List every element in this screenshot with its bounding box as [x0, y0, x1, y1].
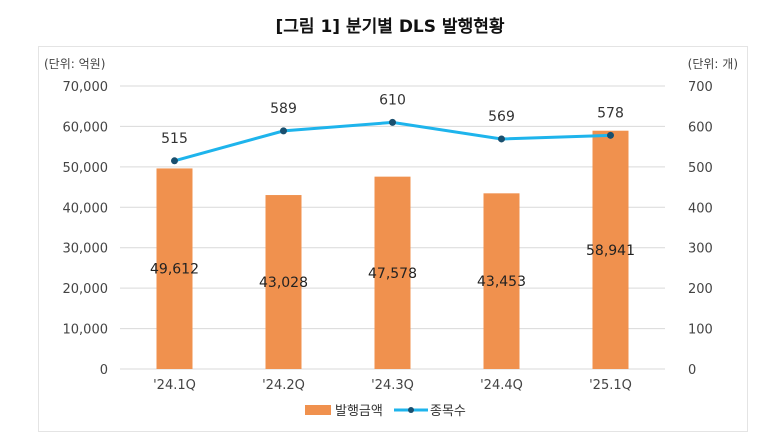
- line-marker: [171, 157, 178, 165]
- left-tick-label: 40,000: [63, 201, 109, 216]
- bar-data-label: 47,578: [368, 266, 417, 282]
- line-series: [174, 120, 611, 163]
- left-tick-label: 0: [100, 363, 108, 378]
- bar: [265, 195, 302, 369]
- left-tick-label: 20,000: [63, 282, 109, 297]
- bar: [156, 168, 193, 369]
- bar: [483, 193, 520, 369]
- left-tick-label: 50,000: [63, 161, 109, 176]
- line-marker: [389, 118, 396, 126]
- x-tick-label: '24.2Q: [262, 378, 305, 393]
- left-tick-label: 10,000: [63, 323, 109, 338]
- x-tick-label: '24.3Q: [371, 378, 414, 393]
- left-tick-label: 30,000: [63, 242, 109, 257]
- bar: [592, 130, 629, 369]
- chart-frame: [38, 46, 748, 432]
- right-tick-label: 600: [688, 120, 713, 135]
- line-data-label: 569: [488, 109, 515, 125]
- right-tick-label: 400: [688, 201, 713, 216]
- right-tick-label: 700: [688, 80, 713, 95]
- legend-line-label: 종목수: [430, 404, 466, 419]
- left-tick-label: 60,000: [63, 120, 109, 135]
- line-marker: [498, 135, 505, 143]
- x-tick-label: '24.1Q: [153, 378, 196, 393]
- x-tick-label: '25.1Q: [589, 378, 632, 393]
- bar-data-label: 58,941: [586, 243, 635, 259]
- right-tick-label: 100: [688, 323, 713, 338]
- bar-data-label: 43,028: [259, 275, 308, 291]
- right-tick-label: 0: [688, 363, 696, 378]
- right-tick-label: 500: [688, 161, 713, 176]
- line-data-label: 589: [270, 101, 297, 117]
- line-marker: [280, 127, 287, 135]
- legend-line-marker: [408, 407, 414, 413]
- bar-data-label: 49,612: [150, 262, 199, 278]
- chart-title: [그림 1] 분기별 DLS 발행현황: [275, 17, 505, 37]
- left-tick-label: 70,000: [63, 80, 109, 95]
- line-data-label: 578: [597, 105, 624, 121]
- bar-data-label: 43,453: [477, 274, 526, 290]
- line-marker: [607, 131, 614, 139]
- left-axis-unit: (단위: 억원): [44, 57, 105, 71]
- right-tick-label: 200: [688, 282, 713, 297]
- line-data-label: 610: [379, 92, 406, 108]
- bar: [374, 176, 411, 369]
- x-tick-label: '24.4Q: [480, 378, 523, 393]
- legend-bar-swatch: [305, 405, 331, 415]
- line-data-label: 515: [161, 131, 188, 147]
- legend-bar-label: 발행금액: [335, 403, 383, 419]
- right-axis-unit: (단위: 개): [688, 57, 738, 71]
- right-tick-label: 300: [688, 242, 713, 257]
